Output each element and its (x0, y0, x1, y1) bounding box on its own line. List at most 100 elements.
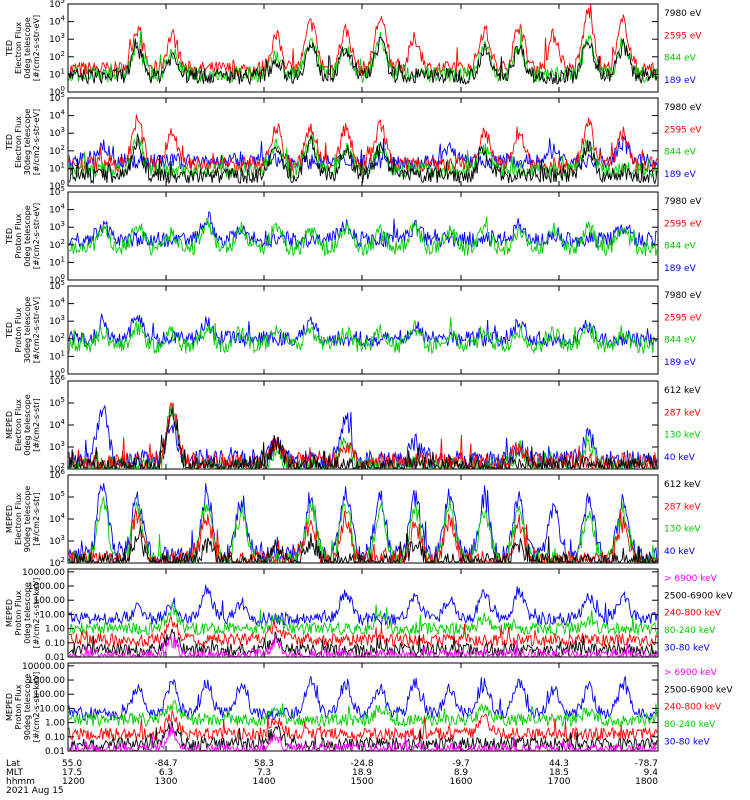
x-row-label: Lat (6, 759, 21, 769)
date-label: 2021 Aug 15 (6, 786, 64, 796)
panel-frame (67, 662, 659, 752)
series-line (68, 710, 658, 743)
x-tick-label: 9.4 (644, 768, 659, 778)
x-tick-label: 8.9 (454, 768, 469, 778)
y-axis-label: MEPEDElectron Flux0deg telescope[#/cm2-s… (5, 394, 41, 455)
y-axis-label-line: 0deg telescope (23, 205, 32, 266)
x-tick-label: 1700 (548, 777, 571, 787)
y-axis-label-line: Proton Flux (14, 684, 23, 729)
y-axis-label-line: 90deg telescope (23, 486, 32, 553)
series-line (68, 36, 658, 86)
x-tick-label: 1500 (351, 777, 374, 787)
series-line (68, 313, 658, 349)
y-axis-label-line: 30deg telescope (23, 109, 32, 176)
y-tick-label: 102 (49, 144, 65, 157)
x-tick-label: 17.5 (62, 768, 82, 778)
series-line (68, 483, 658, 564)
series-line (68, 406, 658, 470)
y-tick-label: 104 (49, 418, 65, 431)
y-axis-label-line: MEPED (5, 693, 14, 721)
y-tick-label: 10.00 (39, 704, 65, 714)
y-tick-label: 0.10 (45, 639, 65, 649)
legend-entry: 30-80 keV (664, 643, 710, 653)
y-tick-label: 10.00 (39, 610, 65, 620)
y-axis-label-line: TED (5, 134, 14, 151)
legend-entry: 7980 eV (664, 9, 702, 19)
series-line (68, 602, 658, 637)
legend-entry: 844 eV (664, 336, 697, 346)
panel-frame (67, 474, 659, 564)
x-tick-label: -24.8 (350, 759, 374, 769)
legend-entry: 240-800 keV (664, 703, 722, 713)
series-line (68, 700, 658, 728)
legend-entry: 30-80 keV (664, 737, 710, 747)
y-tick-label: 105 (49, 0, 65, 10)
series-line (68, 615, 658, 649)
y-tick-label: 1.00 (45, 719, 65, 729)
y-tick-label: 1.00 (45, 625, 65, 635)
series-line (68, 675, 658, 722)
y-axis-label-line: Proton Flux (14, 590, 23, 635)
y-axis-label-line: [#/cm2-s-str] (32, 492, 41, 545)
legend-entry: 80-240 keV (664, 626, 716, 636)
legend-entry: 287 keV (664, 502, 701, 512)
y-axis-label-line: TED (5, 322, 14, 339)
y-axis-label: MEPEDProton Flux90deg telescope[#/cm2-s-… (5, 672, 41, 743)
y-axis-label-line: [#/cm2-s-str-eV] (32, 297, 41, 363)
y-tick-label: 103 (49, 440, 65, 453)
x-tick-label: 1400 (253, 777, 276, 787)
y-axis-label-line: Electron Flux (14, 116, 23, 168)
y-tick-label: 102 (49, 238, 65, 251)
legend-entry: 240-800 keV (664, 609, 722, 619)
y-axis-label: TEDElectron Flux30deg telescope[#/cm2-s-… (5, 109, 41, 176)
legend-entry: 189 eV (664, 358, 697, 368)
panel-7: 0.010.101.0010.00100.001000.0010000.00ME… (5, 568, 733, 663)
legend-entry: 844 eV (664, 54, 697, 64)
x-tick-label: 18.5 (549, 768, 569, 778)
legend-entry: 2595 eV (664, 31, 702, 41)
x-tick-label: -78.7 (635, 759, 658, 769)
y-tick-label: 104 (49, 297, 65, 310)
series-line (68, 216, 658, 258)
y-axis-label-line: 0deg telescope (23, 582, 32, 643)
legend-entry: 7980 eV (664, 291, 702, 301)
legend-entry: 189 eV (664, 264, 697, 274)
legend-entry: 2500-6900 keV (664, 591, 733, 601)
legend-entry: 7980 eV (664, 197, 702, 207)
y-axis-label: MEPEDProton Flux0deg telescope[#/cm2-s-s… (5, 578, 41, 649)
y-axis-label-line: MEPED (5, 505, 14, 533)
y-axis-label-line: Proton Flux (14, 213, 23, 258)
y-axis-label-line: TED (5, 228, 14, 245)
y-tick-label: 101 (49, 67, 65, 80)
panel-frame (67, 3, 659, 93)
series-line (68, 210, 658, 249)
x-tick-label: -9.7 (452, 759, 470, 769)
y-tick-label: 103 (49, 314, 65, 327)
series-line (68, 133, 658, 185)
y-axis-label-line: 0deg telescope (23, 17, 32, 78)
legend-entry: 7980 eV (664, 103, 702, 113)
x-tick-label: 44.3 (549, 759, 569, 769)
x-row-label: MLT (6, 768, 24, 778)
x-tick-label: 1300 (155, 777, 178, 787)
y-axis-label-line: Electron Flux (14, 399, 23, 451)
y-tick-label: 103 (49, 220, 65, 233)
y-axis-label-line: 90deg telescope (23, 674, 32, 741)
y-tick-label: 104 (49, 15, 65, 28)
legend-entry: > 6900 keV (664, 668, 718, 678)
y-tick-label: 10000.00 (22, 662, 65, 672)
panel-frame (67, 568, 659, 658)
y-tick-label: 103 (49, 534, 65, 547)
y-tick-label: 100.00 (34, 596, 66, 606)
y-axis-label-line: [#/cm2-s-str-keV] (32, 578, 41, 649)
legend-entry: 130 keV (664, 525, 701, 535)
panel-8: 0.010.101.0010.00100.001000.0010000.00ME… (5, 662, 733, 757)
x-tick-label: 55.0 (62, 759, 82, 769)
y-tick-label: 1000.00 (28, 582, 65, 592)
legend-entry: 40 keV (664, 547, 696, 557)
series-line (68, 4, 658, 79)
y-axis-label-line: MEPED (5, 599, 14, 627)
